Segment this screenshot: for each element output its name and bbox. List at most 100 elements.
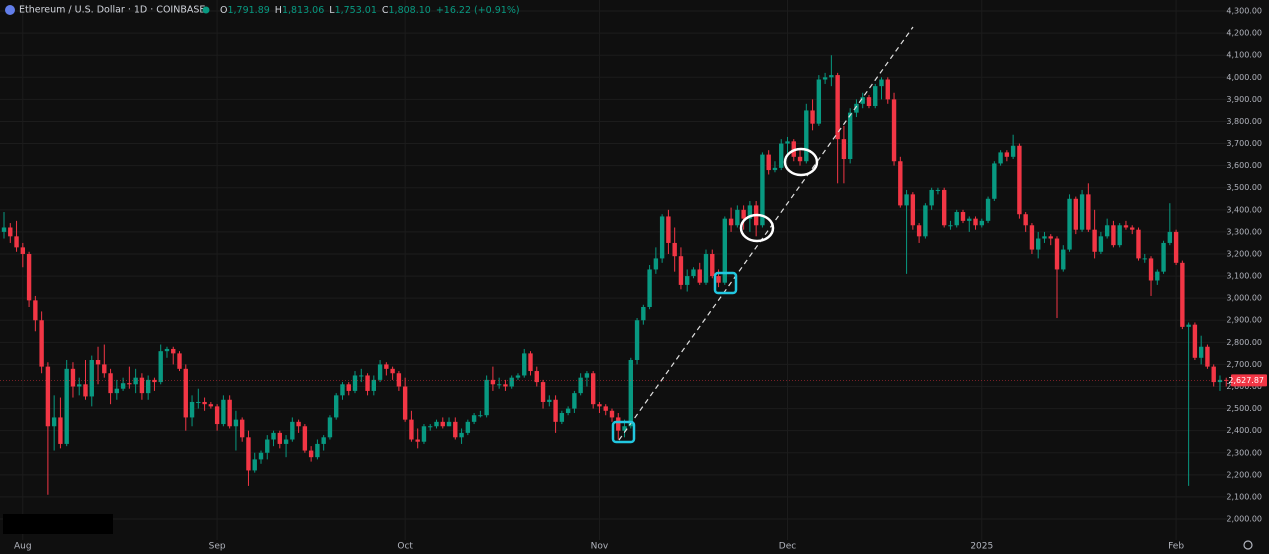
candle-body: [572, 393, 577, 409]
candle-body: [1167, 231, 1173, 243]
candle-body: [296, 421, 301, 427]
candle-body: [1180, 262, 1185, 327]
legend-value: 1,813.06: [282, 5, 324, 16]
candle-body: [1186, 324, 1191, 327]
y-tick-label: 2,300.00: [1226, 448, 1262, 457]
candle-body: [565, 408, 571, 414]
candle-body: [722, 218, 728, 283]
candle-body: [760, 154, 765, 226]
candle-body: [891, 99, 897, 162]
candle-body: [26, 253, 32, 301]
candle-body: [1198, 346, 1204, 358]
candle-body: [509, 377, 514, 387]
candle-body: [590, 373, 596, 405]
candle-body: [960, 212, 966, 221]
candle-body: [139, 377, 145, 394]
candle-body: [672, 242, 677, 257]
candle-body: [515, 375, 521, 378]
candle-body: [14, 236, 19, 248]
candle-body: [1010, 145, 1016, 157]
candle-body: [1117, 225, 1122, 246]
y-tick-label: 4,300.00: [1226, 7, 1262, 16]
candle-body: [1017, 145, 1022, 215]
candle-body: [1098, 236, 1104, 252]
candle-body: [277, 432, 282, 444]
y-tick-label: 2,400.00: [1226, 426, 1262, 435]
candle-body: [659, 216, 665, 259]
candle-body: [603, 406, 608, 411]
candle-body: [779, 143, 784, 168]
candle-body: [772, 167, 778, 171]
highlight-box: [713, 271, 738, 295]
settings-icon[interactable]: [1243, 540, 1253, 550]
candle-body: [941, 189, 947, 226]
candle-body: [634, 320, 640, 360]
candle-body: [352, 375, 358, 391]
candle-body: [239, 419, 245, 438]
candle-body: [459, 432, 464, 438]
candles: [1, 55, 1229, 495]
candle-body: [252, 459, 257, 471]
candle-body: [365, 375, 370, 391]
candle-body: [1161, 242, 1166, 272]
candle-body: [1092, 229, 1097, 252]
candle-body: [985, 198, 991, 221]
candle-body: [766, 154, 771, 171]
candle-body: [1086, 194, 1091, 230]
candle-body: [8, 227, 13, 237]
candle-body: [1111, 225, 1116, 246]
candle-body: [89, 360, 94, 397]
candle-body: [434, 421, 439, 427]
candle-body: [1211, 366, 1216, 383]
candle-body: [428, 426, 433, 428]
candle-body: [1192, 324, 1198, 358]
candle-body: [816, 79, 822, 124]
candle-body: [440, 421, 445, 427]
candle-body: [283, 439, 289, 444]
candle-body: [866, 97, 872, 107]
candle-body: [804, 110, 809, 162]
candle-body: [158, 351, 163, 383]
y-tick-label: 3,300.00: [1226, 227, 1262, 236]
x-tick-label: Aug: [14, 542, 32, 552]
candle-body: [728, 218, 734, 226]
candle-body: [841, 139, 847, 160]
candle-body: [735, 209, 740, 226]
candle-body: [208, 404, 214, 407]
legend-key: L: [329, 5, 335, 16]
candle-body: [935, 189, 941, 191]
candle-body: [371, 379, 377, 391]
candle-body: [822, 77, 828, 80]
candle-body: [697, 269, 702, 283]
candle-body: [1048, 236, 1053, 239]
x-tick-label: Oct: [397, 542, 413, 552]
candle-body: [647, 269, 652, 307]
highlight-circle: [739, 213, 775, 243]
candle-body: [227, 399, 232, 427]
candle-body: [1079, 194, 1085, 230]
redacted-box: [3, 514, 113, 534]
grid: [0, 0, 1230, 540]
candle-body: [979, 220, 984, 226]
candle-body: [929, 189, 934, 206]
x-tick-label: 2025: [970, 542, 993, 552]
candle-body: [923, 205, 928, 237]
y-tick-label: 3,100.00: [1226, 272, 1262, 281]
candle-body: [973, 218, 978, 226]
candle-body: [214, 406, 220, 425]
candle-body: [998, 152, 1003, 164]
candle-body: [77, 384, 82, 387]
candle-body: [1042, 236, 1047, 239]
y-tick-label: 3,800.00: [1226, 117, 1262, 126]
candle-body: [233, 419, 239, 427]
candle-body: [478, 415, 483, 417]
candle-body: [102, 364, 107, 374]
y-tick-label: 4,100.00: [1226, 51, 1262, 60]
candle-body: [290, 421, 295, 440]
y-tick-label: 4,000.00: [1226, 73, 1262, 82]
candle-body: [396, 373, 402, 387]
candle-body: [559, 413, 565, 422]
